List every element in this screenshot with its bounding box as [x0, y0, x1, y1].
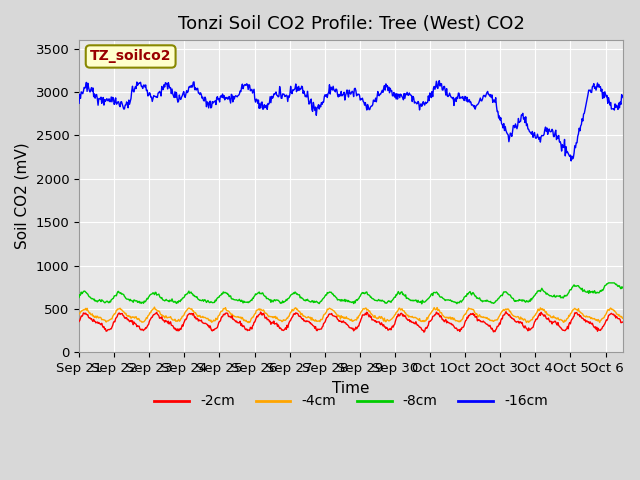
Title: Tonzi Soil CO2 Profile: Tree (West) CO2: Tonzi Soil CO2 Profile: Tree (West) CO2: [178, 15, 525, 33]
Y-axis label: Soil CO2 (mV): Soil CO2 (mV): [15, 143, 30, 250]
Legend: -2cm, -4cm, -8cm, -16cm: -2cm, -4cm, -8cm, -16cm: [148, 389, 554, 414]
X-axis label: Time: Time: [332, 381, 370, 396]
Text: TZ_soilco2: TZ_soilco2: [90, 49, 172, 63]
